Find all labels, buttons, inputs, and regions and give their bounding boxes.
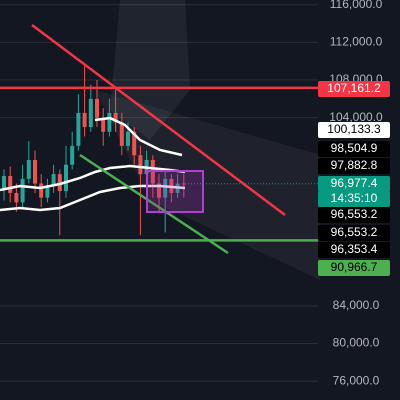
y-tick-label: 76,000.0: [333, 373, 380, 387]
y-tick-label: 84,000.0: [333, 298, 380, 312]
candle-body: [26, 160, 31, 179]
candle-body: [14, 192, 19, 203]
price-label-bg: [318, 141, 390, 157]
price-label-bg: [318, 207, 390, 223]
candle-body: [113, 112, 118, 123]
candle-body: [163, 178, 168, 198]
candle-body: [119, 122, 124, 146]
price-label-bg: [318, 176, 390, 192]
y-tick-label: 112,000.0: [330, 35, 383, 49]
price-label: 96,553.2: [331, 207, 378, 221]
candle-body: [157, 183, 161, 198]
candle-body: [2, 176, 6, 189]
price-labels: 107,161.2 100,133.3 98,504.9 97,882.8 96,977…: [318, 81, 390, 276]
price-label-bg: [318, 122, 390, 138]
levels: [0, 86, 318, 242]
candle-body: [20, 178, 25, 203]
candle-body: [64, 164, 68, 192]
price-label-bg: [318, 191, 390, 207]
moving-average: [94, 116, 183, 157]
candle-body: [88, 98, 93, 128]
price-label: 96,553.2: [331, 225, 378, 239]
candle-body: [76, 112, 81, 146]
candle-body: [181, 183, 186, 185]
candle-body: [45, 185, 50, 198]
price-label: 14:35:10: [331, 191, 378, 205]
candle-body: [126, 131, 130, 146]
trend-line: [79, 153, 229, 255]
y-tick-label: 116,000.0: [330, 0, 383, 11]
price-label-bg: [318, 242, 390, 258]
candle-body: [138, 155, 143, 175]
candle-body: [82, 112, 87, 128]
price-label-bg: [318, 225, 390, 241]
price-label: 97,882.8: [331, 158, 378, 172]
price-label: 98,504.9: [331, 141, 378, 155]
candle-body: [132, 131, 137, 156]
price-label-bg: [318, 158, 390, 174]
candle-body: [8, 176, 13, 193]
grid: 116,000.0112,000.0108,000.0104,000.084,0…: [0, 0, 383, 387]
candle-body: [95, 98, 99, 118]
y-tick-label: 104,000.0: [329, 110, 383, 124]
price-label-bg: [318, 260, 390, 276]
candle-body: [39, 183, 44, 198]
moving-average: [0, 164, 186, 192]
price-label: 100,133.3: [327, 122, 381, 136]
price-label: 96,353.4: [331, 242, 378, 256]
price-label: 90,966.7: [331, 260, 378, 274]
price-label: 96,977.4: [331, 176, 378, 190]
candle-body: [101, 117, 106, 132]
candle-body: [70, 145, 75, 165]
moving-average: [0, 184, 186, 212]
price-label: 107,161.2: [327, 81, 381, 95]
candle-body: [57, 174, 62, 192]
candle-body: [33, 160, 37, 184]
candle-body: [107, 112, 112, 132]
y-tick-label: 80,000.0: [333, 336, 380, 350]
channel: [110, 0, 190, 140]
channel: [95, 90, 320, 280]
price-label-bg: [318, 81, 390, 97]
range-box: [146, 170, 204, 213]
candle-body: [51, 174, 56, 186]
